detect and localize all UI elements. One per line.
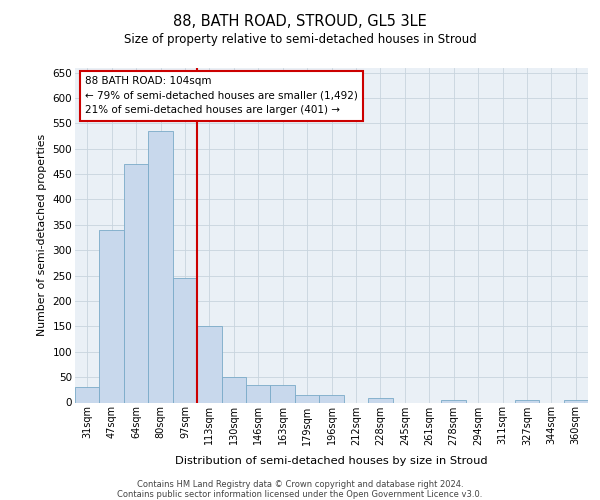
Bar bbox=[75, 388, 100, 402]
Bar bbox=[515, 400, 539, 402]
Bar bbox=[100, 230, 124, 402]
Bar bbox=[319, 395, 344, 402]
Bar bbox=[368, 398, 392, 402]
Bar bbox=[246, 384, 271, 402]
X-axis label: Distribution of semi-detached houses by size in Stroud: Distribution of semi-detached houses by … bbox=[175, 456, 488, 466]
Text: Contains HM Land Registry data © Crown copyright and database right 2024.
Contai: Contains HM Land Registry data © Crown c… bbox=[118, 480, 482, 499]
Bar bbox=[295, 395, 319, 402]
Bar bbox=[563, 400, 588, 402]
Bar bbox=[197, 326, 221, 402]
Bar bbox=[148, 131, 173, 402]
Bar bbox=[124, 164, 148, 402]
Text: 88 BATH ROAD: 104sqm
← 79% of semi-detached houses are smaller (1,492)
21% of se: 88 BATH ROAD: 104sqm ← 79% of semi-detac… bbox=[85, 76, 358, 116]
Text: Size of property relative to semi-detached houses in Stroud: Size of property relative to semi-detach… bbox=[124, 32, 476, 46]
Bar bbox=[173, 278, 197, 402]
Bar bbox=[221, 377, 246, 402]
Y-axis label: Number of semi-detached properties: Number of semi-detached properties bbox=[37, 134, 47, 336]
Bar bbox=[271, 384, 295, 402]
Text: 88, BATH ROAD, STROUD, GL5 3LE: 88, BATH ROAD, STROUD, GL5 3LE bbox=[173, 14, 427, 29]
Bar bbox=[442, 400, 466, 402]
